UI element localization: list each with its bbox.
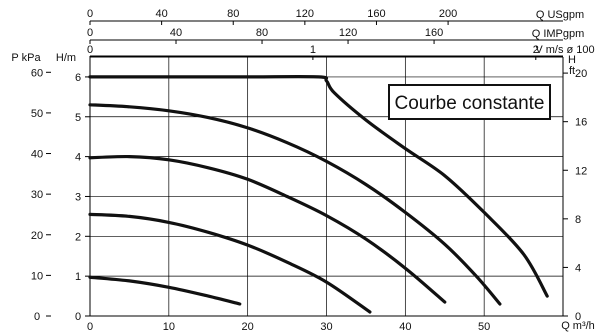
head-m-tick-label: 2	[75, 231, 81, 243]
pump-curve-3	[88, 154, 447, 304]
x-tick-label: 30	[320, 321, 332, 333]
head-m-tick-label: 5	[75, 112, 81, 124]
head-m-tick-label: 3	[75, 191, 81, 203]
pressure-kpa-tick-label: 30	[31, 189, 43, 201]
top-axis-tick-label: 2	[533, 44, 539, 56]
top-axis-tick-label: 80	[256, 27, 268, 39]
pressure-kpa-tick-label: 40	[31, 149, 43, 161]
pump-curve-1	[88, 275, 242, 306]
annotation-layer: Courbe constante	[388, 84, 551, 120]
pressure-kpa-tick-label: 0	[34, 311, 40, 323]
head-m-tick-label: 6	[75, 72, 81, 84]
head-m-axis-label: H/m	[56, 52, 76, 64]
pressure-kpa-axis-label: P kPa	[11, 52, 41, 64]
head-ft-tick-label: 16	[575, 117, 587, 129]
top-axis-tick-label: 120	[339, 27, 357, 39]
x-tick-label: 50	[478, 321, 490, 333]
top-axis-tick-label: 40	[155, 8, 167, 20]
pressure-kpa-tick-label: 60	[31, 67, 43, 79]
pressure-kpa-tick-label: 10	[31, 270, 43, 282]
top-axis-label: Q IMPgpm	[532, 28, 585, 40]
x-tick-label: 40	[399, 321, 411, 333]
head-ft-tick-label: 4	[575, 262, 581, 274]
top-axis-tick-label: 120	[296, 8, 314, 20]
annotation-box	[388, 84, 551, 120]
top-axis-tick-label: 160	[367, 8, 385, 20]
top-axis-tick-label: 0	[87, 27, 93, 39]
x-tick-label: 10	[163, 321, 175, 333]
pump-curves	[88, 75, 549, 314]
top-axis-tick-label: 200	[439, 8, 457, 20]
head-ft-tick-label: 8	[575, 214, 581, 226]
top-axis-tick-label: 1	[310, 44, 316, 56]
top-axis-tick-label: 0	[87, 44, 93, 56]
head-ft-axis-label-top: H	[568, 54, 576, 66]
head-ft-tick-label: 20	[575, 68, 587, 80]
top-axis-tick-label: 80	[227, 8, 239, 20]
head-m-tick-label: 1	[75, 271, 81, 283]
top-axis-tick-label: 40	[170, 27, 182, 39]
head-ft-axis-label-bottom: ft	[569, 65, 575, 77]
annotation-text: Courbe constante	[395, 93, 545, 114]
top-axis-label: V m/s ø 100	[535, 44, 594, 56]
x-tick-label: 20	[242, 321, 254, 333]
head-ft-tick-label: 0	[575, 311, 581, 323]
head-ft-tick-label: 12	[575, 165, 587, 177]
top-axis-tick-label: 0	[87, 8, 93, 20]
pump-curve-5	[88, 75, 549, 298]
pressure-kpa-tick-label: 20	[31, 230, 43, 242]
pump-curve-2	[88, 212, 372, 314]
axes: 0 10 20 30 40 50 Q m³/h0123456H/m0102030405060…	[11, 8, 595, 333]
x-tick-label: 0	[87, 321, 93, 333]
top-axis-tick-label: 160	[425, 27, 443, 39]
top-axis-label: Q USgpm	[536, 9, 584, 21]
head-m-tick-label: 4	[75, 152, 81, 164]
x-axis-label: Q m³/h	[561, 320, 595, 332]
pressure-kpa-tick-label: 50	[31, 108, 43, 120]
pump-curve-4	[88, 103, 502, 306]
head-m-tick-label: 0	[75, 311, 81, 323]
